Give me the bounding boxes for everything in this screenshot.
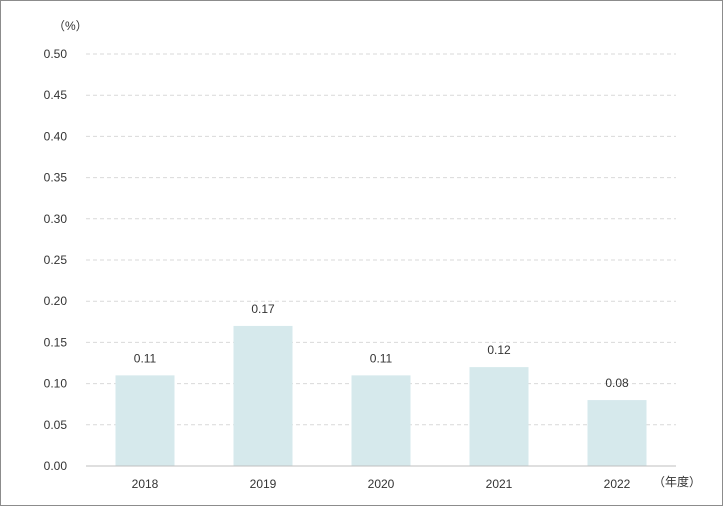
y-tick-label: 0.15	[44, 335, 68, 349]
y-tick-label: 0.05	[44, 418, 68, 432]
y-tick-label: 0.00	[44, 459, 68, 473]
y-tick-label: 0.30	[44, 212, 68, 226]
bar-value-label: 0.11	[134, 351, 157, 365]
x-unit-label: （年度）	[653, 474, 701, 489]
bar	[115, 375, 175, 466]
bar	[587, 400, 647, 466]
bar-value-label: 0.11	[370, 351, 393, 365]
bar	[233, 325, 293, 466]
y-tick-label: 0.50	[44, 47, 68, 61]
y-unit-label: （%）	[53, 19, 88, 33]
gridlines	[86, 53, 676, 426]
bar-value-label: 0.08	[605, 376, 629, 390]
y-tick-label: 0.40	[44, 129, 68, 143]
x-tick-label: 2019	[250, 477, 277, 491]
y-tick-label: 0.25	[44, 253, 68, 267]
bar-value-label: 0.17	[251, 302, 275, 316]
bar	[469, 367, 529, 466]
bars	[115, 325, 647, 466]
x-tick-label: 2018	[132, 477, 159, 491]
bar-value-label: 0.12	[487, 343, 511, 357]
y-tick-label: 0.20	[44, 294, 68, 308]
labels: 0.00 0.05 0.10 0.15 0.20 0.25 0.30 0.35 0.40 0.45…	[44, 47, 631, 491]
x-tick-label: 2022	[604, 477, 631, 491]
bar	[351, 375, 411, 466]
y-tick-label: 0.10	[44, 377, 68, 391]
x-tick-label: 2021	[486, 477, 513, 491]
y-tick-label: 0.45	[44, 88, 68, 102]
x-tick-label: 2020	[368, 477, 395, 491]
y-tick-label: 0.35	[44, 171, 68, 185]
